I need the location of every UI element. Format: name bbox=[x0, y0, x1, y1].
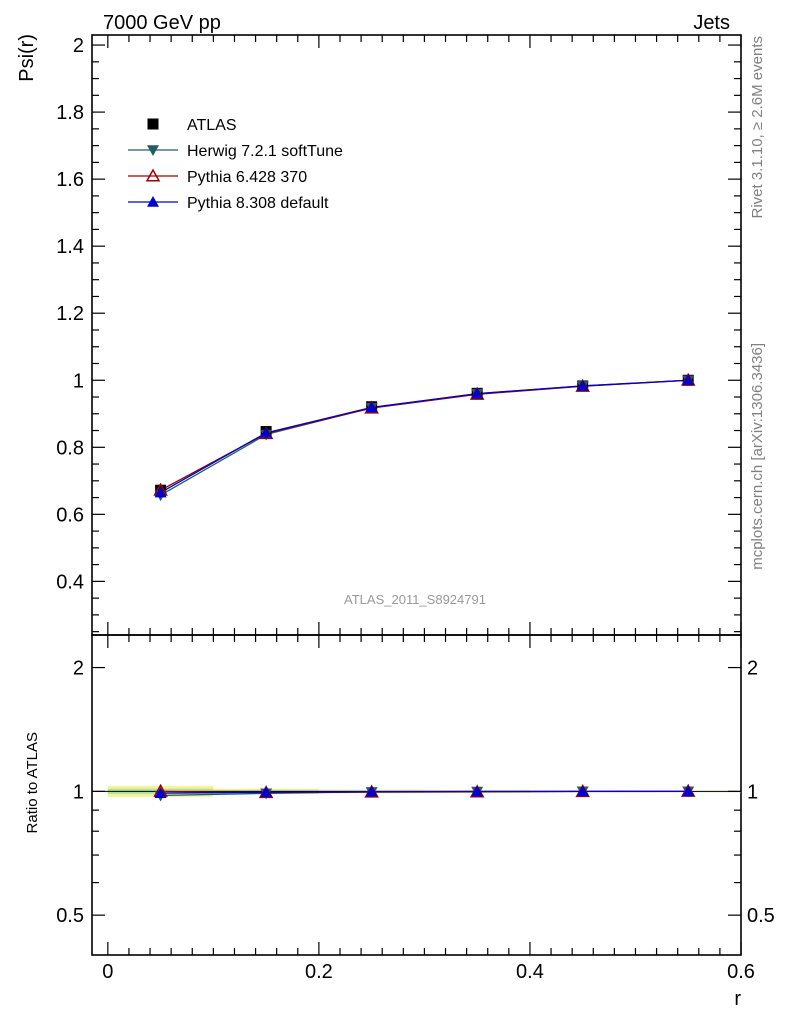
main-data-point bbox=[682, 374, 695, 386]
ratio-data-point bbox=[471, 785, 484, 797]
ratio-y-tick-label-right: 2 bbox=[747, 658, 758, 680]
ratio-data-point bbox=[576, 785, 589, 797]
main-y-tick-label: 1.6 bbox=[56, 169, 84, 191]
legend-label: Herwig 7.2.1 softTune bbox=[187, 143, 343, 160]
main-series-line bbox=[160, 379, 689, 496]
legend-marker bbox=[147, 118, 159, 130]
ratio-y-axis-label: Ratio to ATLAS bbox=[24, 732, 41, 833]
main-data-point bbox=[154, 486, 167, 498]
mcplots-source-label: mcplots.cern.ch [arXiv:1306.3436] bbox=[749, 343, 766, 570]
main-y-tick-label: 1 bbox=[73, 370, 84, 392]
ratio-y-tick-label: 1 bbox=[73, 781, 84, 803]
main-y-tick-label: 0.6 bbox=[56, 504, 84, 526]
series-markers bbox=[153, 372, 696, 802]
x-tick-label: 0.2 bbox=[305, 961, 333, 983]
ratio-data-point bbox=[260, 786, 273, 798]
main-data-point bbox=[260, 426, 273, 438]
legend-label: Pythia 6.428 370 bbox=[187, 169, 307, 186]
header-right: Jets bbox=[693, 12, 730, 34]
header-left: 7000 GeV pp bbox=[103, 12, 221, 34]
main-y-tick-label: 0.4 bbox=[56, 571, 84, 593]
ratio-plot-frame bbox=[91, 634, 742, 956]
main-data-point bbox=[471, 387, 484, 399]
main-y-tick-label: 2 bbox=[73, 35, 84, 57]
legend-marker bbox=[147, 196, 159, 207]
main-y-tick-label: 1.8 bbox=[56, 102, 84, 124]
main-y-tick-label: 1.4 bbox=[56, 236, 84, 258]
x-tick-label: 0.6 bbox=[727, 961, 755, 983]
legend-label: ATLAS bbox=[187, 117, 237, 134]
legend-marker bbox=[147, 145, 159, 156]
ratio-data-point bbox=[154, 787, 167, 798]
ratio-y-tick-label-right: 0.5 bbox=[747, 905, 775, 927]
x-axis-label: r bbox=[734, 988, 741, 1010]
series-lines bbox=[160, 379, 689, 797]
ratio-data-point bbox=[365, 785, 378, 797]
x-tick-label: 0.4 bbox=[516, 961, 544, 983]
x-tick-label: 0 bbox=[102, 961, 113, 983]
legend-marker bbox=[145, 168, 161, 182]
main-data-point bbox=[365, 401, 378, 413]
ratio-y-tick-label: 0.5 bbox=[56, 905, 84, 927]
analysis-watermark: ATLAS_2011_S8924791 bbox=[344, 592, 486, 607]
legend: ATLAS Herwig 7.2.1 softTune Pythia 6.428 3… bbox=[128, 117, 343, 212]
main-data-point bbox=[576, 379, 589, 391]
main-series-line bbox=[160, 379, 689, 491]
ratio-series-line bbox=[160, 790, 689, 794]
legend-label: Pythia 8.308 default bbox=[187, 195, 329, 212]
ratio-data-point bbox=[682, 785, 695, 797]
main-series-line bbox=[160, 379, 689, 494]
ratio-y-tick-label: 2 bbox=[73, 658, 84, 680]
rivet-version-label: Rivet 3.1.10, ≥ 2.6M events bbox=[749, 36, 766, 219]
main-y-tick-label: 1.2 bbox=[56, 303, 84, 325]
plot-frames bbox=[91, 34, 742, 956]
ratio-y-tick-label-right: 1 bbox=[747, 781, 758, 803]
main-y-axis-label: Psi(r) bbox=[16, 34, 38, 82]
axis-ticks: 0.4 0.6 0.8 1 1.2 1.4 1.6 1.8 2 0 0.2 0.4 0.6 0.5 0.5 1… bbox=[56, 35, 775, 983]
main-y-tick-label: 0.8 bbox=[56, 437, 84, 459]
